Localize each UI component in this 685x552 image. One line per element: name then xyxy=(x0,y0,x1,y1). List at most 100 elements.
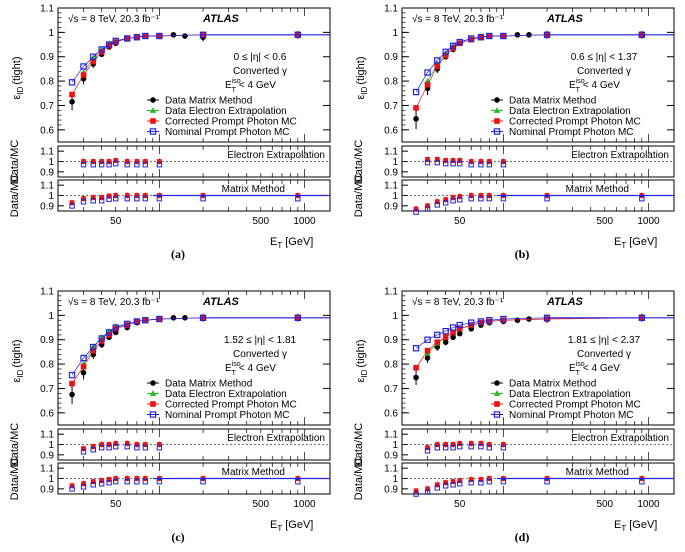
energy-label: √s = 8 TeV, 20.3 fb⁻¹ xyxy=(68,296,160,308)
iso-cut-label: Eiso T < 4 GeV xyxy=(569,78,620,94)
y-axis-title: εID(tight) xyxy=(355,56,369,99)
ratio-mm-point xyxy=(134,476,140,481)
ratio-ee-point xyxy=(443,442,449,447)
ratio-ee-title: Electron Extrapolation xyxy=(571,150,669,161)
ratio-mm-nominal-point xyxy=(450,482,456,488)
ratio-mm-point xyxy=(99,478,105,483)
chart-panel-b: 0.60.70.80.911.10.911.10.911.150 500 1000√… xyxy=(353,4,675,261)
marker-nominal-prompt-photon-mc-3 xyxy=(98,46,105,53)
marker-corrected-prompt-photon-mc-3 xyxy=(442,334,449,341)
marker-data-matrix-method-legend0 xyxy=(494,380,500,386)
marker-nominal-prompt-photon-mc-6 xyxy=(124,35,131,42)
ratio-mm-title: Matrix Method xyxy=(222,184,285,195)
ratio-ee-nominal-point xyxy=(142,445,149,451)
marker-corrected-prompt-photon-mc-1 xyxy=(80,363,87,370)
marker-corrected-prompt-photon-mc-0 xyxy=(69,91,75,98)
ratio-ee-nominal-point xyxy=(90,447,96,453)
ratio-mm-nominal-point xyxy=(442,200,449,206)
ratio-ee-nominal-point xyxy=(80,449,87,455)
marker-data-matrix-method-5 xyxy=(456,330,463,337)
ratio-ee-nominal-point xyxy=(450,445,456,451)
ratio-ee-nominal-point xyxy=(468,443,474,450)
ratio-mm-point xyxy=(457,478,463,483)
ratio-ee-nominal-point xyxy=(478,162,484,168)
y-tick-label: 1.1 xyxy=(40,287,54,298)
atlas-label: ATLAS xyxy=(546,296,584,308)
ratio-y-tick-label: 0.9 xyxy=(40,484,54,495)
x-tick-label: 500 xyxy=(596,216,613,227)
ratio-y-tick-label: 0.9 xyxy=(384,167,398,178)
ratio-mm-point xyxy=(106,193,112,199)
ratio-ee-ytitle: Data/MC xyxy=(353,140,365,183)
legend-entry-label: Data Matrix Method xyxy=(509,96,596,107)
ratio-mm-nominal-point xyxy=(457,197,463,203)
marker-nominal-prompt-photon-mc-6 xyxy=(124,320,131,328)
ratio-ee-nominal-point xyxy=(124,162,130,168)
x-tick-label: 50 xyxy=(110,499,122,510)
ratio-mm-title: Matrix Method xyxy=(566,467,629,478)
y-axis-title: εID(tight) xyxy=(11,339,25,382)
ratio-mm-point xyxy=(468,477,474,482)
ratio-mm-point xyxy=(81,481,86,487)
marker-corrected-prompt-photon-mc-6 xyxy=(468,36,475,43)
marker-data-electron-extrapolation-legend1 xyxy=(149,107,157,113)
ratio-mm-point xyxy=(425,203,430,209)
ratio-ee-point xyxy=(478,159,484,164)
marker-corrected-prompt-photon-mc-4 xyxy=(106,42,112,49)
ratio-y-tick-label: 1.1 xyxy=(384,464,398,475)
ratio-mm-nominal-point xyxy=(124,479,130,485)
ratio-ee-nominal-point xyxy=(486,162,493,168)
ratio-mm-ytitle: Data/MC xyxy=(9,174,21,217)
ratio-y-tick-label: 0.9 xyxy=(40,201,54,212)
ratio-mm-nominal-point xyxy=(156,479,163,485)
ratio-ee-nominal-point xyxy=(442,160,449,167)
ratio-ee-point xyxy=(468,441,474,446)
marker-corrected-prompt-photon-mc-0 xyxy=(413,105,419,111)
marker-nominal-prompt-photon-mc-6 xyxy=(468,319,475,326)
ratio-mm-nominal-point xyxy=(434,485,440,491)
ratio-ee-nominal-point xyxy=(98,162,105,168)
ratio-ee-nominal-point xyxy=(90,162,96,168)
y-tick-label: 0.7 xyxy=(384,384,398,395)
y-tick-label: 0.9 xyxy=(40,335,54,346)
ratio-ee-point xyxy=(500,442,506,447)
marker-nominal-prompt-photon-mc-0 xyxy=(68,371,76,379)
marker-data-matrix-method-legend0 xyxy=(150,380,156,386)
ratio-ee-point xyxy=(81,159,86,164)
marker-data-matrix-method-0 xyxy=(69,391,75,398)
ratio-y-tick-label: 1.1 xyxy=(384,430,398,441)
marker-nominal-prompt-photon-mc-legend3 xyxy=(493,411,501,418)
ratio-mm-point xyxy=(113,193,119,198)
atlas-label: ATLAS xyxy=(546,13,584,25)
marker-nominal-prompt-photon-mc-9 xyxy=(156,32,163,40)
ratio-mm-nominal-point xyxy=(295,479,301,485)
ratio-ee-nominal-point xyxy=(156,445,163,451)
ratio-y-tick-label: 0.9 xyxy=(384,201,398,212)
ratio-y-tick-label: 1 xyxy=(392,474,398,485)
marker-nominal-prompt-photon-mc-4 xyxy=(105,41,113,48)
ratio-ee-nominal-point xyxy=(98,445,105,451)
marker-nominal-prompt-photon-mc-3 xyxy=(442,327,449,335)
ratio-ee-point xyxy=(90,444,96,449)
ratio-mm-nominal-point xyxy=(442,483,449,489)
ratio-ee-point xyxy=(134,159,140,164)
ratio-y-tick-label: 0.9 xyxy=(384,484,398,495)
ratio-y-tick-label: 1 xyxy=(392,157,398,168)
marker-nominal-prompt-photon-mc-5 xyxy=(456,38,463,46)
x-tick-label: 1000 xyxy=(637,216,660,227)
ratio-y-tick-label: 1.1 xyxy=(40,430,54,441)
legend-entry-label: Nominal Prompt Photon MC xyxy=(509,410,634,421)
ratio-ee-nominal-point xyxy=(113,160,119,167)
marker-data-matrix-method-legend0 xyxy=(150,97,156,103)
ratio-mm-point xyxy=(478,193,484,198)
x-axis-title: ET [GeV] xyxy=(614,519,657,533)
chart-panel-a: 0.60.70.80.911.10.911.10.911.150 500 1000√… xyxy=(9,4,331,261)
ratio-y-tick-label: 1 xyxy=(48,474,54,485)
ratio-ee-point xyxy=(443,158,449,163)
marker-corrected-prompt-photon-mc-5 xyxy=(112,325,119,332)
ratio-y-tick-label: 1.1 xyxy=(40,464,54,475)
ratio-mm-nominal-point xyxy=(478,480,484,486)
ratio-mm-nominal-point xyxy=(98,481,105,487)
marker-nominal-prompt-photon-mc-9 xyxy=(500,315,507,323)
marker-corrected-prompt-photon-mc-7 xyxy=(478,319,484,326)
